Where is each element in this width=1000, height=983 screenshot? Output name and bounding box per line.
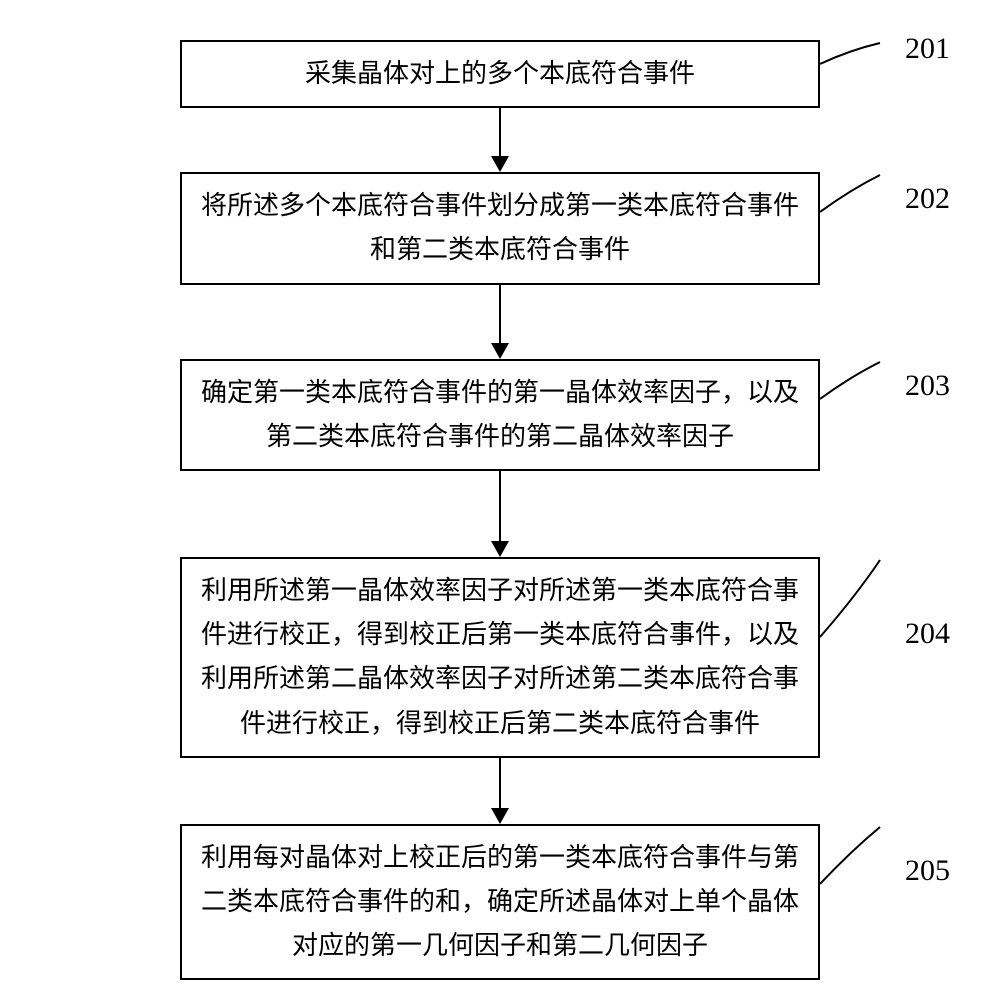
flow-box-201: 采集晶体对上的多个本底符合事件 <box>180 40 820 108</box>
callout-curve-icon <box>820 40 890 102</box>
step-label-201: 201 <box>905 32 950 66</box>
arrow-down-icon <box>491 285 509 359</box>
step-label-202: 202 <box>905 182 950 216</box>
arrow-head-icon <box>491 156 509 172</box>
arrow-head-icon <box>491 541 509 557</box>
flow-box-text: 确定第一类本底符合事件的第一晶体效率因子，以及第二类本底符合事件的第二晶体效率因… <box>200 371 800 459</box>
arrow-down-icon <box>491 758 509 824</box>
step-label-205: 205 <box>905 854 950 888</box>
label-column: 203 <box>820 359 950 463</box>
label-column: 205 <box>820 824 950 972</box>
flow-box-text: 将所述多个本底符合事件划分成第一类本底符合事件和第二类本底符合事件 <box>200 184 800 272</box>
arrow-down-icon <box>491 471 509 557</box>
arrow-head-icon <box>491 343 509 359</box>
label-column: 201 <box>820 40 950 102</box>
callout-curve-icon <box>820 359 890 463</box>
step-row-205: 利用每对晶体对上校正后的第一类本底符合事件与第二类本底符合事件的和，确定所述晶体… <box>50 824 950 981</box>
flow-box-202: 将所述多个本底符合事件划分成第一类本底符合事件和第二类本底符合事件 <box>180 172 820 284</box>
step-row-203: 确定第一类本底符合事件的第一晶体效率因子，以及第二类本底符合事件的第二晶体效率因… <box>50 359 950 471</box>
step-label-203: 203 <box>905 369 950 403</box>
flow-box-205: 利用每对晶体对上校正后的第一类本底符合事件与第二类本底符合事件的和，确定所述晶体… <box>180 824 820 981</box>
arrow-line <box>499 758 501 808</box>
arrow-line <box>499 108 501 156</box>
flow-box-203: 确定第一类本底符合事件的第一晶体效率因子，以及第二类本底符合事件的第二晶体效率因… <box>180 359 820 471</box>
flow-box-text: 利用每对晶体对上校正后的第一类本底符合事件与第二类本底符合事件的和，确定所述晶体… <box>200 836 800 969</box>
label-column: 202 <box>820 172 950 276</box>
step-row-202: 将所述多个本底符合事件划分成第一类本底符合事件和第二类本底符合事件 202 <box>50 172 950 284</box>
flow-box-text: 利用所述第一晶体效率因子对所述第一类本底符合事件进行校正，得到校正后第一类本底符… <box>200 569 800 746</box>
flow-box-204: 利用所述第一晶体效率因子对所述第一类本底符合事件进行校正，得到校正后第一类本底符… <box>180 557 820 758</box>
flowchart-container: 采集晶体对上的多个本底符合事件 201 将所述多个本底符合事件划分成第一类本底符合事… <box>50 40 950 980</box>
arrow-down-icon <box>491 108 509 172</box>
callout-curve-icon <box>820 172 890 276</box>
arrow-line <box>499 471 501 541</box>
step-row-201: 采集晶体对上的多个本底符合事件 201 <box>50 40 950 108</box>
step-label-204: 204 <box>905 617 950 651</box>
step-row-204: 利用所述第一晶体效率因子对所述第一类本底符合事件进行校正，得到校正后第一类本底符… <box>50 557 950 758</box>
flow-box-text: 采集晶体对上的多个本底符合事件 <box>305 52 695 96</box>
arrow-head-icon <box>491 808 509 824</box>
label-column: 204 <box>820 557 950 749</box>
callout-curve-icon <box>820 824 890 972</box>
callout-curve-icon <box>820 557 890 749</box>
arrow-line <box>499 285 501 343</box>
